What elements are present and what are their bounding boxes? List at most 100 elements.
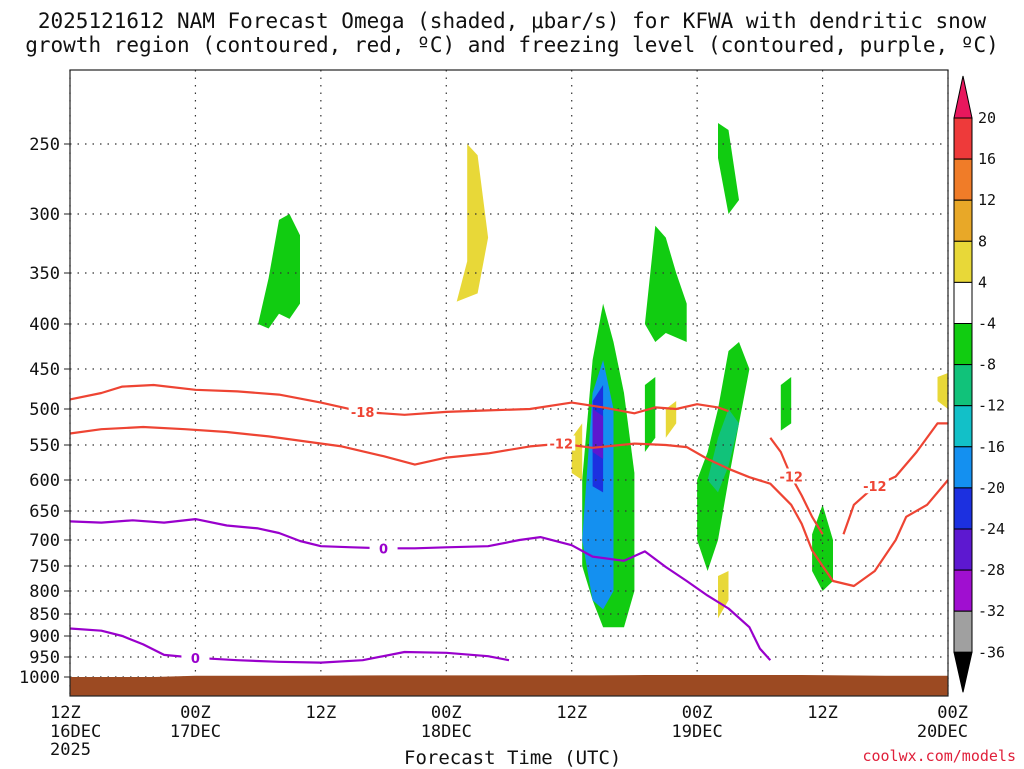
contour-line-5	[69, 627, 510, 664]
omega-region-3	[644, 225, 687, 342]
colorbar-swatch-3	[953, 199, 973, 242]
contour-label-bg-4	[369, 540, 398, 556]
colorbar-label-11: -28	[978, 561, 1005, 579]
contour-label-bg-2	[777, 468, 806, 484]
colorbar-swatch-11	[953, 528, 973, 571]
x-tick-label-1: 00Z	[180, 703, 211, 723]
y-tick-label-500: 500	[29, 400, 60, 420]
terrain-layer	[70, 675, 948, 696]
x-tick-label-2: 12Z	[305, 703, 336, 723]
x-tick-date-5: 19DEC	[672, 722, 723, 742]
contour-label-5: 0	[191, 652, 200, 667]
x-tick-label-6: 12Z	[807, 703, 838, 723]
y-tick-label-350: 350	[29, 264, 60, 284]
contour-label-3: -12	[863, 480, 887, 495]
x-tick-label-7: 00Z	[937, 703, 968, 723]
colorbar-label-13: -36	[978, 643, 1005, 661]
y-tick-label-400: 400	[29, 315, 60, 335]
colorbar-bottom-arrow	[953, 651, 973, 693]
colorbar-label-12: -32	[978, 602, 1005, 620]
omega-region-2	[718, 123, 739, 214]
x-tick-label-3: 00Z	[431, 703, 462, 723]
colorbar-swatch-7	[953, 364, 973, 407]
ground-terrain	[70, 675, 948, 696]
colorbar-swatch-2	[953, 158, 973, 201]
source-credit: coolwx.com/models	[862, 747, 1016, 765]
x-tick-date-1: 17DEC	[170, 722, 221, 742]
colorbar-label-3: 8	[978, 232, 987, 250]
x-axis-title: Forecast Time (UTC)	[404, 747, 622, 769]
contour-label-2: -12	[779, 471, 803, 486]
contour-label-4: 0	[379, 542, 388, 557]
x-tick-label-0: 12Z	[50, 703, 81, 723]
omega-region-16	[937, 373, 948, 409]
colorbar-label-2: 12	[978, 191, 996, 209]
x-tick-date-7: 20DEC	[917, 722, 968, 742]
y-tick-label-1000: 1000	[19, 668, 60, 688]
contour-label-bg-1	[547, 435, 576, 451]
y-tick-label-550: 550	[29, 436, 60, 456]
contour-line-0	[69, 383, 729, 416]
colorbar-swatch-8	[953, 405, 973, 448]
y-tick-label-700: 700	[29, 531, 60, 551]
colorbar-swatch-10	[953, 487, 973, 530]
colorbar-swatch-5	[953, 281, 973, 324]
colorbar-label-7: -12	[978, 397, 1005, 415]
contour-line-2	[769, 437, 824, 535]
y-tick-label-750: 750	[29, 557, 60, 577]
gridlines	[69, 70, 949, 696]
omega-region-1	[456, 144, 489, 302]
colorbar-swatch-13	[953, 610, 973, 653]
contour-label-bg-0	[348, 403, 377, 419]
plot-frame	[69, 69, 949, 697]
chart-title-line2: growth region (contoured, red, ºC) and f…	[25, 33, 999, 57]
colorbar-label-4: 4	[978, 273, 987, 291]
contour-label-0: -18	[351, 406, 375, 421]
colorbar-swatch-6	[953, 323, 973, 366]
y-axis: 2503003504004505005506006507007508008509…	[19, 135, 70, 688]
colorbar-label-0: 20	[978, 109, 996, 127]
contour-label-bg-3	[860, 478, 889, 494]
y-tick-label-900: 900	[29, 627, 60, 647]
contour-line-1	[69, 425, 949, 588]
colorbar-label-5: -4	[978, 315, 996, 333]
omega-region-0	[258, 214, 300, 329]
y-tick-label-950: 950	[29, 648, 60, 668]
x-tick-label-5: 00Z	[682, 703, 713, 723]
colorbar-swatch-4	[953, 240, 973, 283]
omega-region-11	[718, 571, 729, 619]
contour-label-bg-5	[181, 649, 210, 665]
colorbar-top-arrow	[953, 75, 973, 119]
contour-layer: -18 -12 -12 -12 0 0	[69, 383, 949, 667]
omega-shading-layer	[258, 123, 948, 628]
colorbar-legend: 20 16 12 8 4 -4 -8 -12 -16 -20 -24 -28 -32 -36	[953, 75, 1005, 693]
contour-line-3	[842, 422, 948, 535]
y-tick-label-600: 600	[29, 471, 60, 491]
omega-region-12	[644, 377, 656, 452]
colorbar-swatch-12	[953, 569, 973, 612]
colorbar-swatch-1	[953, 117, 973, 160]
y-tick-label-800: 800	[29, 582, 60, 602]
omega-region-13	[665, 401, 677, 438]
omega-region-14	[780, 377, 792, 431]
colorbar-label-9: -20	[978, 479, 1005, 497]
x-tick-label-4: 12Z	[556, 703, 587, 723]
contour-label-1: -12	[550, 438, 574, 453]
colorbar-label-8: -16	[978, 438, 1005, 456]
colorbar-swatch-9	[953, 446, 973, 489]
chart-title-line1: 2025121612 NAM Forecast Omega (shaded, μ…	[37, 9, 987, 33]
x-tick-date-3: 18DEC	[421, 722, 472, 742]
y-tick-label-650: 650	[29, 502, 60, 522]
y-tick-label-450: 450	[29, 360, 60, 380]
omega-region-8	[571, 423, 583, 480]
y-tick-label-300: 300	[29, 205, 60, 225]
y-tick-label-250: 250	[29, 135, 60, 155]
x-tick-year-0: 2025	[50, 740, 91, 760]
y-tick-label-850: 850	[29, 605, 60, 625]
omega-region-10	[707, 409, 739, 493]
x-tick-date-0: 16DEC	[50, 722, 101, 742]
colorbar-label-10: -24	[978, 520, 1005, 538]
omega-region-7	[592, 409, 604, 459]
